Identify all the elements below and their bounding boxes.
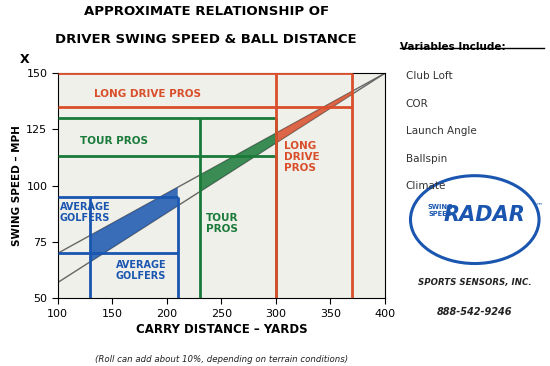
Text: TOUR PROS: TOUR PROS — [80, 136, 147, 146]
Text: Variables Include:: Variables Include: — [399, 42, 505, 52]
Text: Climate: Climate — [406, 181, 446, 191]
Text: RADAR: RADAR — [443, 205, 525, 225]
Y-axis label: SWING SPEED – MPH: SWING SPEED – MPH — [12, 125, 22, 246]
Text: COR: COR — [406, 99, 428, 109]
Text: AVERAGE
GOLFERS: AVERAGE GOLFERS — [60, 202, 111, 223]
Text: APPROXIMATE RELATIONSHIP OF: APPROXIMATE RELATIONSHIP OF — [84, 5, 329, 19]
Text: ™: ™ — [536, 202, 542, 208]
Text: Club Loft: Club Loft — [406, 71, 453, 81]
Text: Launch Angle: Launch Angle — [406, 126, 476, 136]
X-axis label: CARRY DISTANCE – YARDS: CARRY DISTANCE – YARDS — [135, 323, 307, 336]
Text: X: X — [20, 53, 30, 67]
Polygon shape — [200, 133, 276, 192]
Text: TOUR
PROS: TOUR PROS — [206, 213, 239, 234]
Text: SPORTS SENSORS, INC.: SPORTS SENSORS, INC. — [418, 278, 531, 287]
Text: SWING
SPEED: SWING SPEED — [427, 204, 453, 217]
Polygon shape — [90, 187, 178, 262]
Text: LONG
DRIVE
PROS: LONG DRIVE PROS — [284, 141, 319, 173]
Text: DRIVER SWING SPEED & BALL DISTANCE: DRIVER SWING SPEED & BALL DISTANCE — [56, 33, 357, 46]
Text: 888-542-9246: 888-542-9246 — [437, 307, 513, 317]
Text: (Roll can add about 10%, depending on terrain conditions): (Roll can add about 10%, depending on te… — [95, 355, 348, 363]
Text: Ballspin: Ballspin — [406, 154, 447, 164]
Text: AVERAGE
GOLFERS: AVERAGE GOLFERS — [116, 260, 166, 281]
Polygon shape — [276, 91, 352, 143]
Text: LONG DRIVE PROS: LONG DRIVE PROS — [94, 89, 201, 99]
